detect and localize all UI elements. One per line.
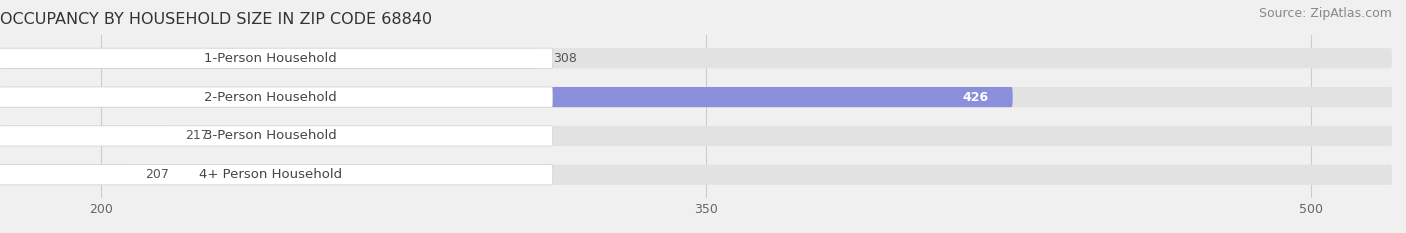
Text: 3-Person Household: 3-Person Household <box>204 129 336 142</box>
FancyBboxPatch shape <box>0 165 1392 185</box>
Text: 4+ Person Household: 4+ Person Household <box>198 168 342 181</box>
FancyBboxPatch shape <box>0 126 1392 146</box>
FancyBboxPatch shape <box>0 126 170 146</box>
Text: OCCUPANCY BY HOUSEHOLD SIZE IN ZIP CODE 68840: OCCUPANCY BY HOUSEHOLD SIZE IN ZIP CODE … <box>0 12 432 27</box>
FancyBboxPatch shape <box>0 126 553 146</box>
Text: 2-Person Household: 2-Person Household <box>204 91 336 104</box>
Text: Source: ZipAtlas.com: Source: ZipAtlas.com <box>1258 7 1392 20</box>
Text: 426: 426 <box>962 91 988 104</box>
FancyBboxPatch shape <box>0 48 553 68</box>
FancyBboxPatch shape <box>0 165 553 185</box>
FancyBboxPatch shape <box>0 48 537 68</box>
FancyBboxPatch shape <box>0 165 129 185</box>
FancyBboxPatch shape <box>0 87 1012 107</box>
Text: 217: 217 <box>186 129 209 142</box>
FancyBboxPatch shape <box>0 48 1392 68</box>
FancyBboxPatch shape <box>0 87 553 107</box>
FancyBboxPatch shape <box>0 87 1392 107</box>
Text: 308: 308 <box>553 52 576 65</box>
Text: 1-Person Household: 1-Person Household <box>204 52 336 65</box>
Text: 207: 207 <box>145 168 169 181</box>
